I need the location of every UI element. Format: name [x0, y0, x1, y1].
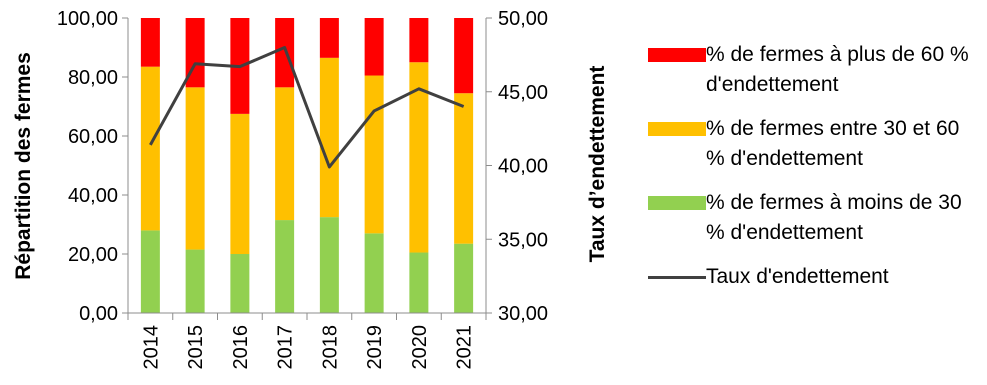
legend-swatch-orange — [648, 122, 706, 136]
y-tick-label: 60,00 — [68, 126, 118, 148]
legend-label: % de fermes à moins de 30 % d'endettemen… — [706, 191, 962, 244]
x-tick-label: 2014 — [140, 325, 162, 370]
x-tick-label: 2017 — [275, 325, 297, 370]
legend-item: % de fermes à moins de 30 % d'endettemen… — [648, 188, 983, 248]
x-tick-label: 2016 — [230, 325, 252, 370]
y2-axis-title: Taux d’endettement — [586, 66, 609, 263]
y2-tick-label: 35,00 — [498, 229, 548, 251]
bar-segment — [364, 75, 384, 234]
bar-segment — [140, 230, 160, 313]
bar-segment — [454, 243, 474, 313]
bar-segment — [140, 18, 160, 67]
bar-segment — [364, 18, 384, 76]
y2-tick-label: 40,00 — [498, 156, 548, 178]
y-tick-label: 0,00 — [79, 303, 118, 325]
y-tick-label: 100,00 — [57, 8, 118, 30]
bar-segment — [275, 18, 295, 88]
bar-segment — [409, 252, 429, 313]
bar-segment — [185, 249, 205, 313]
bar-segment — [319, 18, 339, 58]
bar-segment — [275, 220, 295, 313]
y-tick-label: 20,00 — [68, 244, 118, 266]
y2-tick-label: 45,00 — [498, 82, 548, 104]
bar-segment — [275, 87, 295, 221]
x-tick-label: 2018 — [319, 325, 341, 370]
bars-group — [140, 18, 474, 313]
x-tick-label: 2020 — [409, 325, 431, 370]
bar-segment — [409, 62, 429, 253]
legend-label: Taux d'endettement — [706, 265, 889, 288]
chart: 0,00 20,00 40,00 60,00 80,00 100,00 30,00 35,00… — [12, 8, 609, 370]
legend-item: % de fermes entre 30 et 60 % d'endetteme… — [648, 114, 983, 174]
axes-group: 0,00 20,00 40,00 60,00 80,00 100,00 30,00 35,00… — [57, 8, 548, 370]
legend-swatch-red — [648, 48, 706, 62]
bar-segment — [364, 233, 384, 313]
bar-segment — [230, 254, 250, 313]
bar-segment — [409, 18, 429, 63]
legend-label: % de fermes à plus de 60 % d'endettement — [706, 43, 969, 96]
y2-tick-label: 30,00 — [498, 303, 548, 325]
x-tick-label: 2021 — [454, 325, 476, 370]
bar-segment — [454, 18, 474, 94]
y-tick-label: 80,00 — [68, 67, 118, 89]
legend: % de fermes à plus de 60 % d'endettement… — [648, 40, 983, 306]
legend-swatch-green — [648, 196, 706, 210]
bar-segment — [140, 66, 160, 231]
bar-segment — [319, 217, 339, 313]
bar-segment — [319, 57, 339, 218]
y2-tick-label: 50,00 — [498, 8, 548, 30]
line-series-group — [149, 46, 465, 169]
legend-item: % de fermes à plus de 60 % d'endettement — [648, 40, 983, 100]
bar-segment — [454, 93, 474, 244]
legend-swatch-line — [648, 276, 706, 279]
legend-item: Taux d'endettement — [648, 262, 983, 292]
x-tick-label: 2019 — [364, 325, 386, 370]
y-axis-title: Répartition des fermes — [12, 52, 35, 280]
y-tick-label: 40,00 — [68, 185, 118, 207]
x-tick-label: 2015 — [185, 325, 207, 370]
bar-segment — [230, 113, 250, 254]
bar-segment — [185, 87, 205, 250]
line-series — [149, 46, 465, 169]
legend-label: % de fermes entre 30 et 60 % d'endetteme… — [706, 117, 960, 170]
